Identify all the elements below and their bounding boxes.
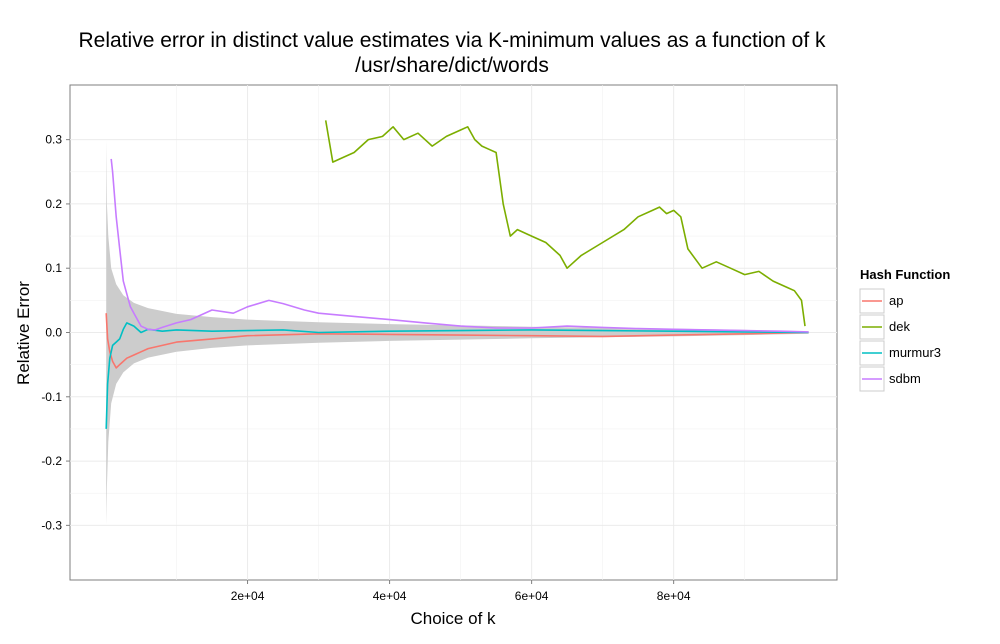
legend-label-ap: ap bbox=[889, 293, 903, 308]
y-tick-label: -0.2 bbox=[41, 454, 62, 468]
legend-items: ap dek murmur3 sdbm bbox=[859, 288, 941, 392]
y-axis-ticks: -0.3 -0.2 -0.1 0.0 0.1 0.2 0.3 bbox=[41, 133, 70, 532]
legend-label-murmur3: murmur3 bbox=[889, 345, 941, 360]
y-tick-label: 0.1 bbox=[45, 261, 62, 275]
x-tick-label: 2e+04 bbox=[231, 589, 265, 603]
y-tick-label: -0.1 bbox=[41, 390, 62, 404]
x-tick-label: 8e+04 bbox=[657, 589, 691, 603]
x-tick-label: 6e+04 bbox=[515, 589, 549, 603]
y-tick-label: 0.3 bbox=[45, 133, 62, 147]
chart-subtitle: /usr/share/dict/words bbox=[355, 54, 549, 77]
legend: Hash Function ap dek murmur3 sdbm bbox=[859, 267, 950, 392]
y-tick-label: -0.3 bbox=[41, 518, 62, 532]
y-tick-label: 0.2 bbox=[45, 197, 62, 211]
series-line-sdbm bbox=[110, 158, 809, 333]
series-layer bbox=[105, 120, 809, 429]
x-tick-label: 4e+04 bbox=[373, 589, 407, 603]
y-tick-label: 0.0 bbox=[45, 326, 62, 340]
series-line-ap bbox=[105, 313, 809, 369]
series-line-dek bbox=[324, 120, 806, 327]
legend-label-dek: dek bbox=[889, 319, 910, 334]
legend-title: Hash Function bbox=[860, 267, 950, 282]
x-axis-label: Choice of k bbox=[410, 609, 496, 628]
y-axis-label: Relative Error bbox=[14, 281, 33, 385]
confidence-band bbox=[106, 139, 809, 526]
chart-title: Relative error in distinct value estimat… bbox=[79, 29, 826, 52]
x-axis-ticks: 2e+04 4e+04 6e+04 8e+04 bbox=[231, 580, 691, 603]
legend-label-sdbm: sdbm bbox=[889, 371, 921, 386]
confidence-band-layer bbox=[106, 139, 809, 526]
series-line-murmur3 bbox=[105, 322, 809, 429]
